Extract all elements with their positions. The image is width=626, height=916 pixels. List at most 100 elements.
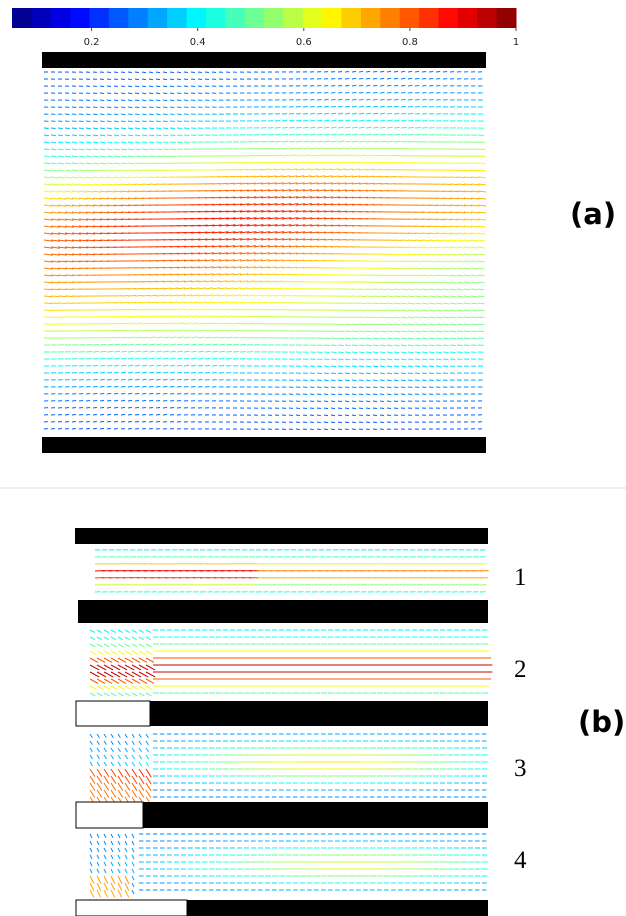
vector xyxy=(394,127,400,128)
vector xyxy=(149,163,156,164)
vector xyxy=(142,107,146,108)
vector xyxy=(310,415,314,416)
vector xyxy=(107,414,111,415)
vector xyxy=(464,177,472,178)
vector xyxy=(394,92,398,93)
vector xyxy=(86,414,90,415)
vector xyxy=(111,741,113,745)
vector xyxy=(121,114,125,115)
vector xyxy=(65,156,71,157)
vector xyxy=(380,352,386,353)
vector xyxy=(86,163,92,164)
vector xyxy=(380,85,384,86)
vector xyxy=(86,170,93,171)
vector xyxy=(177,337,184,338)
vector xyxy=(163,351,169,352)
vector xyxy=(338,169,346,170)
vector xyxy=(422,331,428,332)
vector xyxy=(366,71,370,72)
vector xyxy=(125,651,132,655)
vector xyxy=(233,316,240,317)
vector xyxy=(296,113,301,114)
vector xyxy=(317,99,322,100)
colorbar-cell xyxy=(12,8,32,28)
vector xyxy=(104,734,106,738)
vector xyxy=(128,379,133,380)
vector xyxy=(345,127,351,128)
vector xyxy=(72,184,79,185)
vector xyxy=(247,337,253,338)
vector xyxy=(163,72,167,73)
colorbar-tick-label: 1 xyxy=(513,37,519,48)
vector xyxy=(163,295,171,296)
vector xyxy=(191,72,195,73)
vector xyxy=(121,72,125,73)
vector xyxy=(100,142,105,143)
vector xyxy=(359,331,365,332)
vector xyxy=(422,85,426,86)
vector xyxy=(142,86,146,87)
vector xyxy=(394,261,401,262)
vector xyxy=(394,373,399,374)
vector xyxy=(121,428,125,429)
vector xyxy=(107,393,111,394)
vector xyxy=(97,790,102,797)
vector xyxy=(128,302,136,303)
vector xyxy=(401,99,406,100)
vector xyxy=(93,379,98,380)
colorbar-cell xyxy=(245,8,265,28)
vector xyxy=(254,309,261,310)
vector xyxy=(359,387,363,388)
vector xyxy=(429,233,437,234)
vector xyxy=(317,408,321,409)
vector xyxy=(156,323,163,324)
vector xyxy=(345,148,352,149)
vector xyxy=(226,288,234,289)
vector xyxy=(401,387,405,388)
vector xyxy=(100,121,105,122)
vector xyxy=(429,240,437,241)
vector xyxy=(44,163,50,164)
vector xyxy=(90,748,92,752)
vector xyxy=(149,351,155,352)
vector xyxy=(268,288,276,289)
vector xyxy=(114,191,122,192)
vector xyxy=(324,127,330,128)
vector xyxy=(142,400,146,401)
vector xyxy=(212,295,220,296)
vector xyxy=(177,93,181,94)
vector xyxy=(422,282,429,283)
vector xyxy=(156,365,161,366)
vector xyxy=(422,71,426,72)
vector xyxy=(44,303,52,304)
vector xyxy=(118,790,123,797)
vector xyxy=(100,414,104,415)
vector xyxy=(149,128,154,129)
vector xyxy=(72,198,80,199)
vector xyxy=(373,324,380,325)
vector xyxy=(142,114,147,115)
vector xyxy=(359,92,363,93)
vector xyxy=(170,386,174,387)
vector xyxy=(422,275,429,276)
vector xyxy=(65,163,71,164)
vector xyxy=(139,658,147,662)
vector xyxy=(401,296,408,297)
vector xyxy=(317,415,321,416)
colorbar-cell xyxy=(186,8,206,28)
vector xyxy=(359,141,365,142)
vector xyxy=(387,303,394,304)
vector xyxy=(324,352,330,353)
vector xyxy=(394,352,400,353)
colorbar-tick-label: 0.2 xyxy=(84,37,100,48)
vector xyxy=(275,288,283,289)
vector xyxy=(471,296,477,297)
vector xyxy=(387,120,392,121)
vector xyxy=(478,219,486,220)
vector xyxy=(90,630,95,633)
vector xyxy=(114,414,118,415)
vector xyxy=(142,302,150,303)
vector xyxy=(107,191,115,192)
vector xyxy=(93,163,99,164)
vector xyxy=(429,331,435,332)
